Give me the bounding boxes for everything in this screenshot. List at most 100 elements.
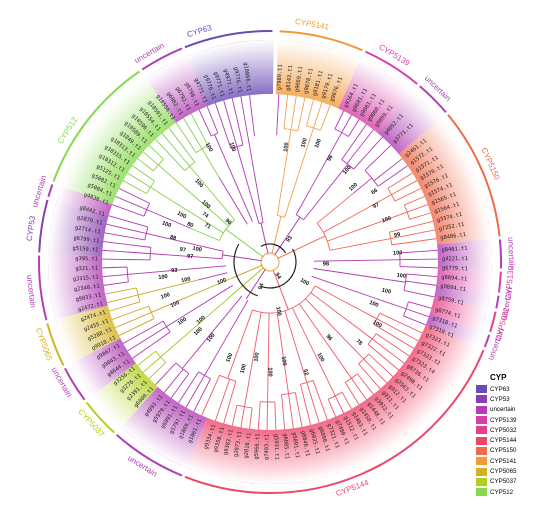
legend-label: CYP63 <box>490 385 510 393</box>
terminal-branch <box>276 94 280 136</box>
terminal-branch <box>391 180 418 196</box>
legend-swatch <box>476 467 487 476</box>
terminal-branch <box>115 195 147 211</box>
root-spoke <box>225 228 264 258</box>
terminal-branch <box>103 281 129 286</box>
tip-label: g6779.t1 <box>442 266 468 273</box>
terminal-branch <box>132 165 155 182</box>
bootstrap-value: 100 <box>200 199 211 210</box>
tree-branches <box>102 94 438 430</box>
node-arc <box>149 247 152 260</box>
terminal-branch <box>108 215 149 228</box>
tip-label: g5931.t1 <box>273 434 280 460</box>
internal-branch <box>358 211 408 231</box>
legend-swatch <box>476 477 487 486</box>
clade-label: CYP5139 <box>377 42 411 68</box>
clade-bands <box>48 40 492 484</box>
node-arc <box>221 251 224 259</box>
bootstrap-value: 100 <box>160 292 171 301</box>
tip-label: g4977.t1 <box>222 69 234 96</box>
legend-swatch <box>476 395 487 404</box>
terminal-branch <box>223 100 238 147</box>
bootstrap-value: 100 <box>396 273 406 280</box>
internal-branch <box>370 296 407 310</box>
terminal-branch <box>102 266 128 269</box>
legend-items: CYP63 CYP53 uncertain CYP5139 CYP5032 CYP5144… <box>476 384 548 497</box>
terminal-branch <box>300 384 312 426</box>
tip-label: g7493.t1 <box>264 434 270 460</box>
internal-branch <box>361 275 406 283</box>
clade-label: CYP5037 <box>76 407 106 439</box>
terminal-branch <box>127 326 167 352</box>
bootstrap-value: 96 <box>224 218 233 227</box>
internal-branch <box>251 312 262 364</box>
internal-branch <box>204 338 226 376</box>
tip-label: g395.t1 <box>75 256 98 262</box>
internal-branch <box>190 227 220 241</box>
bootstrap-value: 100 <box>315 352 325 363</box>
tip-label: g5150.t1 <box>72 246 98 254</box>
legend-item: CYP512 <box>476 487 548 497</box>
terminal-branch <box>175 122 197 153</box>
tip-label: g5891.t1 <box>290 432 300 459</box>
terminal-branch <box>111 204 145 217</box>
legend-item: CYP5144 <box>476 435 548 445</box>
bootstrap-value: 100 <box>176 211 187 221</box>
internal-branch <box>303 127 314 159</box>
clade-strip <box>184 349 485 494</box>
terminal-branch <box>185 375 205 408</box>
terminal-branch <box>106 223 147 234</box>
root-spoke <box>260 222 269 255</box>
clade-label: uncertain <box>49 366 73 399</box>
bootstrap-value: 97 <box>372 202 380 210</box>
terminal-branch <box>404 195 425 206</box>
clade-strip <box>38 255 48 321</box>
internal-branch <box>247 136 257 181</box>
clade-label: uncertain <box>126 454 159 479</box>
clade-strip <box>498 239 502 269</box>
legend-swatch <box>476 426 487 435</box>
bootstrap-value: 100 <box>253 352 260 362</box>
terminal-branch <box>132 331 171 359</box>
node-arc <box>306 125 321 131</box>
bootstrap-value: 100 <box>217 277 228 286</box>
internal-branch <box>291 307 311 344</box>
internal-branch <box>127 269 184 275</box>
tip-label: g9894.t1 <box>440 283 467 293</box>
internal-branch <box>327 229 359 242</box>
bootstrap-value: 96 <box>326 154 334 162</box>
terminal-branch <box>406 308 429 318</box>
root-spoke <box>274 216 301 256</box>
terminal-branch <box>148 144 164 160</box>
terminal-branch <box>231 98 244 146</box>
bootstrap-value: 100 <box>314 138 323 149</box>
node-arc <box>283 128 298 132</box>
internal-branch <box>311 275 371 297</box>
root-spoke <box>272 269 289 310</box>
terminal-branch <box>163 368 184 393</box>
terminal-branch <box>399 249 438 254</box>
legend-item: CYP5150 <box>476 446 548 456</box>
bootstrap-value: 100 <box>170 300 181 309</box>
terminal-branch <box>351 378 367 400</box>
tip-label: g8846.t1 <box>299 430 310 457</box>
terminal-branch <box>357 373 374 395</box>
bootstrap-value: 71 <box>203 222 211 230</box>
tip-label: g3315.t1 <box>73 275 99 283</box>
terminal-branch <box>399 258 438 261</box>
terminal-branch <box>379 312 423 334</box>
internal-branch <box>151 301 178 313</box>
node-arc <box>345 373 358 383</box>
tip-label: g2714.t1 <box>74 225 101 235</box>
clade-label: CYP53 <box>25 215 38 242</box>
tip-label: g9078.t1 <box>303 68 314 95</box>
bootstrap-value: 78 <box>355 338 364 347</box>
clade-label: CYP5065 <box>34 327 54 363</box>
tip-label: g321.t1 <box>75 266 98 273</box>
clade-label: uncertain <box>486 327 506 361</box>
node-arc <box>143 203 150 217</box>
bootstrap-value: 100 <box>225 352 234 363</box>
clade-label: uncertain <box>25 274 38 308</box>
legend-label: CYP5032 <box>490 426 517 434</box>
node-arc <box>403 273 407 291</box>
